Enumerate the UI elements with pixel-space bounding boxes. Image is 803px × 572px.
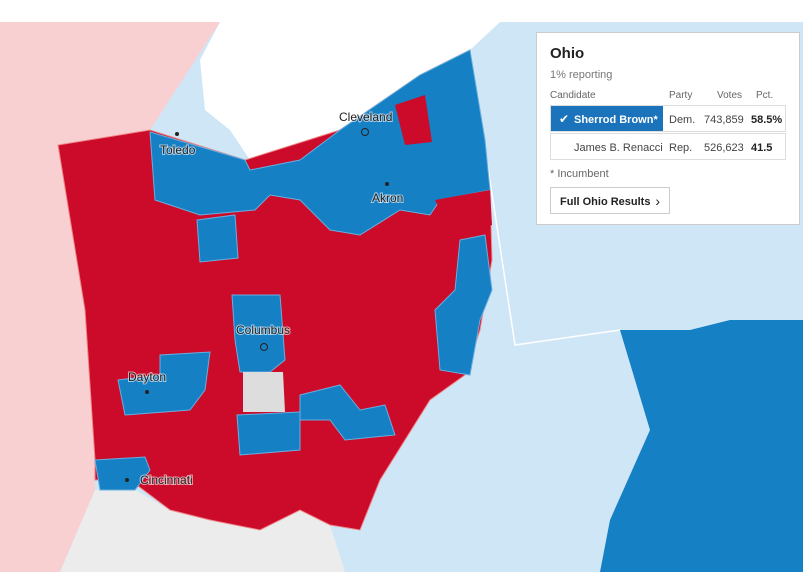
party: Dem. <box>669 114 696 126</box>
percent: 58.5% <box>751 114 783 126</box>
check-icon: ✔ <box>559 112 570 126</box>
city-label: Akron <box>372 191 403 205</box>
column-header: Candidate <box>550 90 596 101</box>
county-no-data <box>243 372 285 412</box>
county <box>395 95 432 145</box>
city-label: Cincinnati <box>140 473 193 487</box>
panel-title: Ohio <box>550 45 585 62</box>
county <box>196 214 239 263</box>
lake-erie <box>200 22 500 160</box>
votes: 526,623 <box>704 142 744 154</box>
city-label: Columbus <box>236 323 290 337</box>
county <box>435 190 492 235</box>
indiana-region <box>0 22 220 572</box>
city-dot <box>145 390 149 394</box>
city-dot <box>361 128 369 136</box>
virginia-region <box>600 320 803 572</box>
county <box>94 456 151 491</box>
footnote: * Incumbent <box>550 168 609 180</box>
city-label: Cleveland <box>339 110 392 124</box>
candidate-name: James B. Renacci <box>574 142 663 154</box>
city-dot <box>175 132 179 136</box>
county <box>149 49 491 236</box>
county <box>117 351 211 416</box>
party: Rep. <box>669 142 693 154</box>
chevron-icon[interactable]: › <box>655 193 660 209</box>
results-panel: Ohio 1% reporting Candidate Party Votes … <box>536 32 800 225</box>
county <box>434 234 493 376</box>
column-header: Votes <box>717 90 743 101</box>
column-header: Party <box>669 90 693 101</box>
winner-cell: ✔ Sherrod Brown* <box>551 106 663 131</box>
city-label: Toledo <box>160 143 196 157</box>
candidate-name: Sherrod Brown* <box>574 114 658 126</box>
reporting: 1% reporting <box>550 69 613 81</box>
city-dot <box>385 182 389 186</box>
city-label: Dayton <box>128 370 166 384</box>
votes: 743,859 <box>704 114 744 126</box>
city-dot <box>125 478 129 482</box>
button-label[interactable]: Full Ohio Results <box>560 196 651 208</box>
city-dot <box>260 343 268 351</box>
candidate-row: ✔ Sherrod Brown* Dem. 743,859 58.5% <box>550 105 786 132</box>
results-button[interactable]: Full Ohio Results › <box>550 187 670 214</box>
city-markers <box>125 128 389 482</box>
county <box>299 384 396 441</box>
county <box>236 411 301 456</box>
blue-counties <box>94 49 493 491</box>
percent: 41.5 <box>751 142 773 154</box>
column-header: Pct. <box>756 90 774 101</box>
kentucky-region <box>60 490 345 572</box>
candidate-row: James B. Renacci Rep. 526,623 41.5 <box>550 133 786 160</box>
